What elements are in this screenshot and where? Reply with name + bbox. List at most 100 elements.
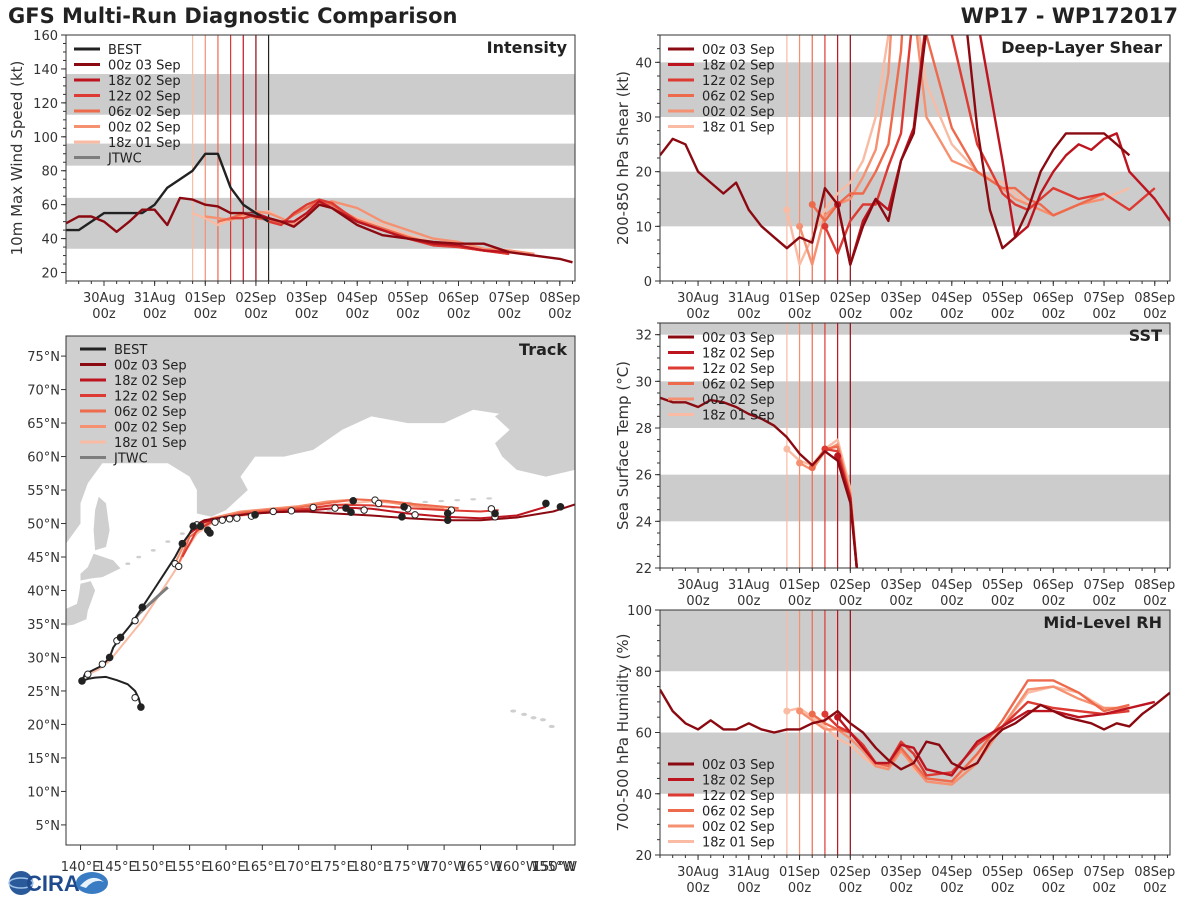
x-tick-label: 06Sep xyxy=(1033,578,1074,593)
y-axis-label: Sea Surface Temp (°C) xyxy=(614,361,632,530)
lon-tick-label: 180°E xyxy=(352,860,392,875)
y-tick-label: 22 xyxy=(635,562,652,577)
track-point-12z xyxy=(211,518,219,526)
panel-intensity: 2040608010012014016030Aug00z31Aug00z01Se… xyxy=(8,29,580,322)
aleutian-island xyxy=(454,498,461,502)
legend-label: 00z 03 Sep xyxy=(108,59,181,74)
x-tick-label: 00z xyxy=(991,594,1015,609)
x-tick-label: 00z xyxy=(92,307,116,322)
gray-band xyxy=(660,323,1170,335)
track-point-00z xyxy=(398,513,406,521)
hawaii-island xyxy=(548,724,555,729)
lon-tick-label: 155°E xyxy=(170,860,210,875)
x-tick-label: 01Sep xyxy=(779,578,820,593)
lat-tick-label: 20°N xyxy=(27,718,60,733)
x-tick-label: 00z xyxy=(788,594,812,609)
track-point-00z xyxy=(251,511,259,519)
track-point-00z xyxy=(178,539,187,548)
panel-shear: 01020304030Aug00z31Aug00z01Sep00z02Sep00… xyxy=(614,34,1175,322)
satellite-swirl-icon xyxy=(76,872,108,894)
x-tick-label: 00z xyxy=(788,881,812,896)
x-tick-label: 31Aug xyxy=(728,865,770,880)
x-tick-label: 00z xyxy=(686,594,710,609)
x-tick-label: 00z xyxy=(889,307,913,322)
track-point-12z xyxy=(287,507,296,515)
lon-tick-label: 160°E xyxy=(206,860,246,875)
track-point-12z xyxy=(374,499,383,508)
x-tick-label: 02Sep xyxy=(235,291,276,306)
y-tick-label: 28 xyxy=(635,422,652,437)
aleutian-island xyxy=(422,500,429,504)
y-tick-label: 160 xyxy=(33,29,58,44)
y-tick-label: 20 xyxy=(635,166,652,181)
y-axis-label: 10m Max Wind Speed (kt) xyxy=(8,61,26,256)
legend-label: 00z 03 Sep xyxy=(702,758,775,773)
kuril-island xyxy=(136,555,142,559)
lat-tick-label: 15°N xyxy=(27,752,60,767)
legend-label: 18z 02 Sep xyxy=(702,347,775,362)
x-tick-label: 03Sep xyxy=(286,291,327,306)
x-tick-label: 30Aug xyxy=(677,578,719,593)
panel-track: 5°N 10°N 15°N 20°N 25°N 30°N 35°N 40°N 45°N 50°N 5… xyxy=(27,335,577,875)
track-point-12z xyxy=(131,616,139,625)
legend-label: 00z 02 Sep xyxy=(702,105,775,120)
lat-tick-label: 30°N xyxy=(27,651,60,666)
x-tick-label: 04Sep xyxy=(931,291,972,306)
panel-title: Intensity xyxy=(487,38,568,57)
y-tick-label: 40 xyxy=(41,233,58,248)
lat-tick-label: 55°N xyxy=(27,484,60,499)
x-tick-label: 00z xyxy=(244,307,268,322)
track-point-12z xyxy=(360,506,368,514)
legend-label: 12z 02 Sep xyxy=(114,390,187,405)
y-tick-label: 20 xyxy=(635,849,652,864)
x-tick-label: 00z xyxy=(497,307,521,322)
init-point xyxy=(834,713,842,721)
x-tick-label: 03Sep xyxy=(881,291,922,306)
y-tick-label: 30 xyxy=(635,375,652,390)
track-point-12z xyxy=(233,514,241,522)
honshu-island xyxy=(66,581,96,626)
x-tick-label: 00z xyxy=(737,307,761,322)
track-point-12z xyxy=(175,562,183,571)
x-tick-label: 08Sep xyxy=(1134,865,1175,880)
x-tick-label: 31Aug xyxy=(728,291,770,306)
x-tick-label: 31Aug xyxy=(728,578,770,593)
x-tick-label: 00z xyxy=(940,307,964,322)
track-point-00z xyxy=(342,504,350,512)
legend-label: 12z 02 Sep xyxy=(702,789,775,804)
x-tick-label: 00z xyxy=(548,307,572,322)
series-line-06z-02-sep xyxy=(811,35,1105,223)
legend-label: 18z 02 Sep xyxy=(108,74,181,89)
lon-tick-label: 150°E xyxy=(133,860,173,875)
series-line-best xyxy=(66,152,270,232)
track-line-18z-01-sep xyxy=(85,500,459,676)
legend-label: 06z 02 Sep xyxy=(114,405,187,420)
legend-label: 00z 03 Sep xyxy=(702,331,775,346)
y-tick-label: 40 xyxy=(635,788,652,803)
cira-logo: CIRA xyxy=(8,871,108,896)
track-point-00z xyxy=(189,522,198,531)
sakhalin-island xyxy=(93,496,110,551)
x-tick-label: 02Sep xyxy=(830,291,871,306)
x-tick-label: 31Aug xyxy=(134,291,176,306)
x-tick-label: 00z xyxy=(686,307,710,322)
alaska-landmass xyxy=(495,336,575,477)
x-tick-label: 00z xyxy=(1042,594,1066,609)
hokkaido-island xyxy=(80,553,121,581)
lon-tick-label: 160°W xyxy=(495,860,539,875)
x-tick-label: 00z xyxy=(737,594,761,609)
x-tick-label: 00z xyxy=(194,307,218,322)
lon-tick-label: 175°E xyxy=(315,860,355,875)
x-tick-label: 00z xyxy=(788,307,812,322)
x-tick-label: 05Sep xyxy=(982,865,1023,880)
kuril-island xyxy=(150,549,156,552)
legend-label: 18z 01 Sep xyxy=(114,436,187,451)
x-tick-label: 00z xyxy=(143,307,167,322)
y-tick-label: 60 xyxy=(635,727,652,742)
x-tick-label: 00z xyxy=(295,307,319,322)
track-point-00z xyxy=(542,499,550,508)
y-tick-label: 100 xyxy=(627,604,652,619)
lon-tick-label: 170°E xyxy=(279,860,319,875)
x-tick-label: 06Sep xyxy=(1033,291,1074,306)
hawaii-island xyxy=(521,712,528,717)
